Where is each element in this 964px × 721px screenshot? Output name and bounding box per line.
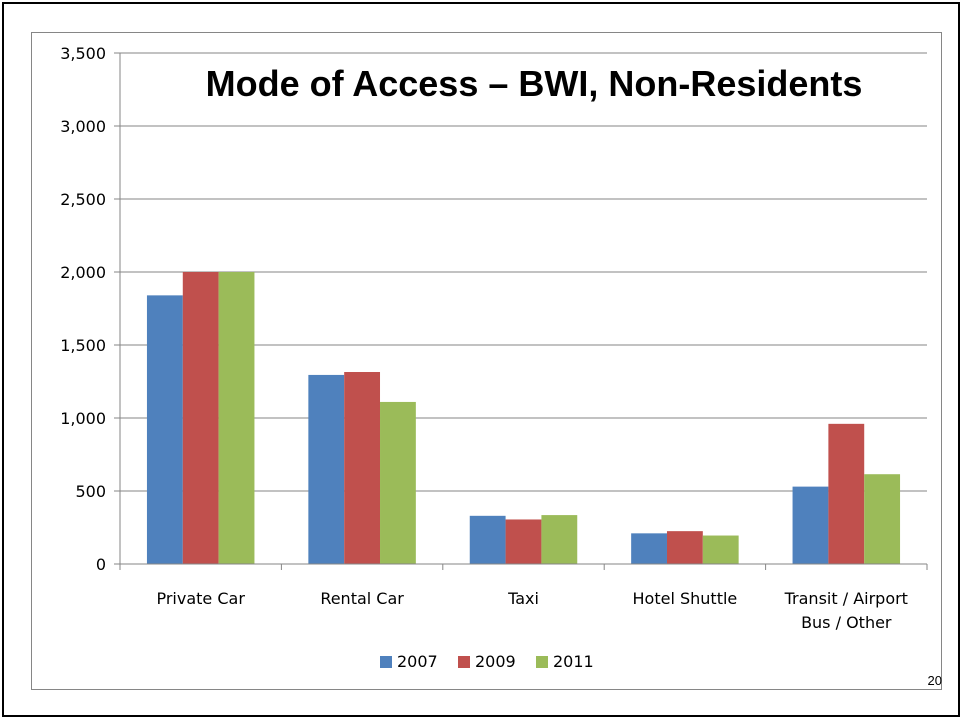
legend-swatch-2011: [536, 656, 548, 668]
x-category-label: Hotel Shuttle: [633, 589, 738, 608]
y-tick-label: 0: [96, 555, 106, 574]
bar-2011: [541, 515, 578, 564]
bar-2007: [308, 374, 345, 564]
legend-label-2007: 2007: [397, 652, 438, 671]
bar-2009: [828, 423, 865, 564]
y-tick-label: 1,000: [60, 409, 106, 428]
axes: 0 500 1,000 1,500 2,000 2,500 3,000 3,500 Privat…: [60, 44, 928, 632]
x-category-label: Private Car: [156, 589, 245, 608]
bar-2007: [469, 515, 506, 564]
y-tick-label: 3,500: [60, 44, 106, 63]
legend-label-2009: 2009: [475, 652, 516, 671]
bar-2009: [182, 272, 219, 564]
y-tick-label: 2,000: [60, 263, 106, 282]
bar-2011: [218, 272, 255, 564]
y-tick-label: 3,000: [60, 117, 106, 136]
chart-frame: [31, 32, 942, 690]
bar-2007: [631, 533, 667, 564]
y-tick-label: 2,500: [60, 190, 106, 209]
y-tick-label: 500: [75, 482, 106, 501]
page-number: 20: [928, 673, 942, 688]
bar-2007: [792, 486, 829, 564]
x-category-label: Transit / Airport: [784, 589, 908, 608]
legend-swatch-2009: [458, 656, 470, 668]
bar-2009: [505, 519, 542, 564]
y-tick-label: 1,500: [60, 336, 106, 355]
bar-2011: [864, 474, 901, 564]
legend-swatch-2007: [380, 656, 392, 668]
bar-2009: [666, 531, 703, 564]
bars: [146, 272, 901, 564]
bar-2007: [146, 295, 183, 564]
bar-2009: [344, 372, 381, 564]
gridlines: [120, 52, 927, 492]
legend: 2007 2009 2011: [380, 652, 594, 671]
legend-label-2011: 2011: [553, 652, 594, 671]
x-category-label: Bus / Other: [801, 613, 892, 632]
x-category-label: Taxi: [507, 589, 539, 608]
x-category-label: Rental Car: [320, 589, 404, 608]
bar-2011: [702, 535, 739, 564]
chart-title: Mode of Access – BWI, Non-Residents: [206, 63, 863, 104]
bar-2011: [380, 401, 416, 564]
